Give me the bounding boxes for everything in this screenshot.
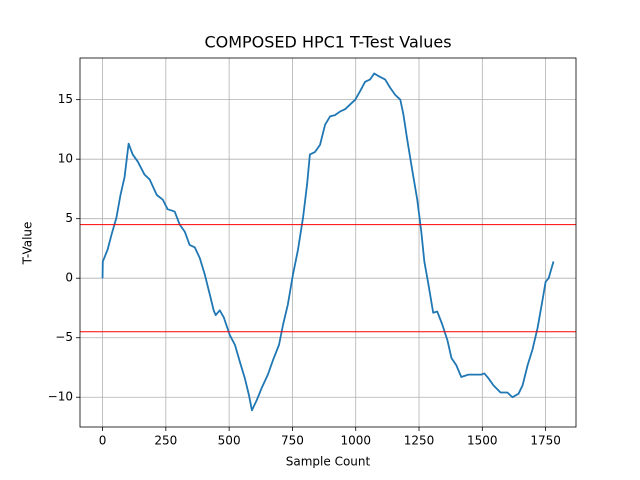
x-tick-label: 500 bbox=[218, 434, 241, 448]
chart-title: COMPOSED HPC1 T-Test Values bbox=[204, 33, 451, 52]
x-axis-label: Sample Count bbox=[286, 455, 371, 469]
data-line bbox=[101, 72, 555, 412]
x-tick-label: 1500 bbox=[467, 434, 498, 448]
x-tick-label: 250 bbox=[154, 434, 177, 448]
y-tick-label: 10 bbox=[58, 152, 73, 166]
x-tick-label: 750 bbox=[281, 434, 304, 448]
x-tick-label: 1750 bbox=[530, 434, 561, 448]
y-tick-label: 0 bbox=[65, 271, 73, 285]
plot-frame bbox=[79, 57, 577, 428]
x-tick-label: 1000 bbox=[340, 434, 371, 448]
y-tick-label: −10 bbox=[48, 390, 73, 404]
y-tick-label: 5 bbox=[65, 211, 73, 225]
x-tick-label: 0 bbox=[99, 434, 107, 448]
y-axis-label: T-Value bbox=[21, 222, 35, 266]
y-tick-label: 15 bbox=[58, 92, 73, 106]
x-tick-label: 1250 bbox=[404, 434, 435, 448]
y-tick-label: −5 bbox=[55, 330, 73, 344]
